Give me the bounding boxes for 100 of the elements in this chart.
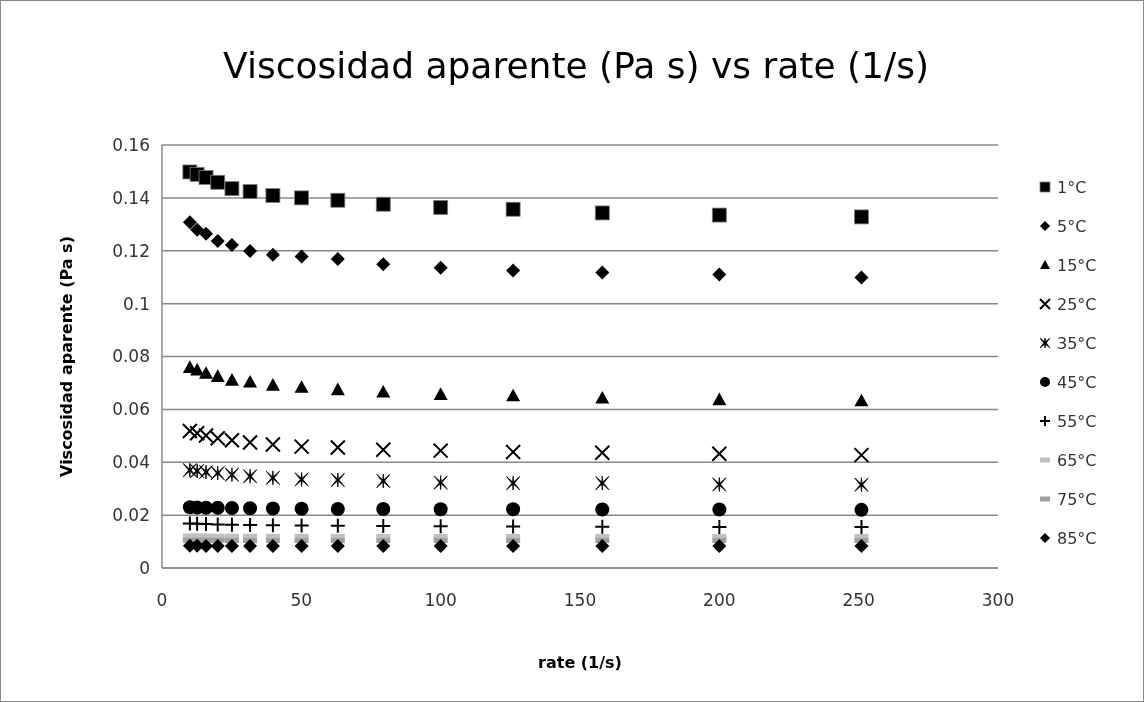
- point: [854, 477, 869, 493]
- chart-title: Viscosidad aparente (Pa s) vs rate (1/s): [223, 45, 929, 86]
- point: [199, 500, 214, 515]
- point: [224, 237, 239, 252]
- y-tick-label: 0.16: [112, 134, 150, 155]
- point: [210, 174, 226, 190]
- x-tick-label: 300: [981, 590, 1015, 610]
- point: [199, 539, 214, 554]
- point: [265, 378, 280, 391]
- point: [265, 247, 280, 262]
- point: [712, 267, 727, 282]
- point: [376, 473, 391, 489]
- point: [330, 192, 346, 208]
- point: [376, 539, 391, 554]
- point: [853, 447, 870, 464]
- point: [376, 257, 391, 272]
- x-tick-label: 50: [290, 590, 313, 610]
- point: [854, 209, 869, 225]
- point: [432, 442, 449, 459]
- point: [294, 539, 309, 554]
- point: [210, 539, 225, 554]
- legend-label: 35°C: [1057, 333, 1097, 353]
- x-axis-title: rate (1/s): [538, 653, 622, 672]
- point: [712, 539, 727, 554]
- legend-label: 75°C: [1057, 489, 1097, 509]
- legend-label: 45°C: [1057, 372, 1097, 392]
- x-tick-label: 0: [156, 590, 168, 610]
- point: [854, 393, 869, 407]
- point: [243, 244, 258, 259]
- point: [375, 441, 392, 458]
- point: [433, 260, 448, 275]
- point: [210, 465, 225, 481]
- legend-label: 85°C: [1057, 528, 1097, 548]
- point: [224, 373, 239, 386]
- point: [375, 196, 391, 212]
- point: [854, 502, 869, 517]
- point: [506, 502, 521, 517]
- point: [210, 233, 225, 248]
- point: [199, 366, 214, 379]
- point: [264, 517, 281, 534]
- point: [594, 518, 611, 535]
- point: [505, 443, 522, 460]
- point: [209, 516, 226, 533]
- point: [595, 391, 610, 404]
- point: [294, 472, 309, 487]
- point: [595, 539, 610, 554]
- point: [210, 500, 225, 515]
- point: [189, 425, 206, 442]
- y-axis-title: Viscosidad aparente (Pa s): [57, 236, 76, 477]
- point: [181, 423, 198, 440]
- legend-label: 1°C: [1057, 177, 1087, 197]
- point: [712, 502, 727, 517]
- point: [505, 518, 522, 535]
- point: [210, 369, 225, 382]
- point: [595, 502, 610, 517]
- point: [433, 475, 448, 491]
- point: [594, 444, 611, 461]
- point: [711, 445, 728, 462]
- y-tick-label: 0.12: [112, 240, 150, 261]
- point: [433, 387, 448, 400]
- point: [264, 436, 281, 453]
- point: [224, 181, 240, 197]
- point: [506, 475, 521, 491]
- point: [182, 215, 197, 230]
- y-tick-label: 0: [139, 557, 150, 578]
- point: [243, 501, 258, 516]
- point: [330, 539, 345, 554]
- point: [294, 190, 310, 206]
- point: [505, 201, 521, 217]
- x-tick-label: 150: [563, 590, 597, 610]
- point: [223, 516, 240, 533]
- point: [506, 388, 521, 402]
- point: [595, 265, 610, 280]
- point: [329, 439, 346, 456]
- point: [330, 472, 345, 488]
- point: [265, 539, 280, 554]
- point: [712, 392, 727, 406]
- point: [190, 222, 205, 237]
- point: [224, 539, 239, 554]
- y-tick-label: 0.1: [122, 293, 150, 314]
- point: [293, 438, 310, 455]
- point: [330, 382, 345, 396]
- point: [224, 500, 239, 515]
- point: [433, 539, 448, 554]
- point: [506, 263, 521, 278]
- point: [712, 477, 727, 492]
- x-tick-label: 200: [703, 590, 736, 610]
- y-tick-label: 0.14: [112, 187, 150, 208]
- legend-label: 65°C: [1057, 450, 1097, 470]
- point: [242, 468, 258, 484]
- point: [433, 199, 449, 215]
- point: [506, 539, 521, 554]
- x-tick-label: 250: [842, 590, 875, 610]
- point: [242, 184, 258, 199]
- point: [265, 470, 280, 486]
- point: [294, 501, 309, 516]
- point: [854, 539, 869, 554]
- point: [265, 188, 281, 203]
- point: [433, 502, 448, 517]
- point: [243, 539, 258, 554]
